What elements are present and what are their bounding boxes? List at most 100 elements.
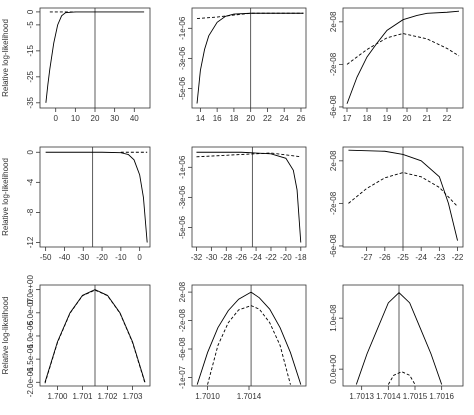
curve [348,149,458,241]
curve [196,151,302,243]
plot-frame [191,284,307,387]
plot-frame [191,146,307,248]
y-tick-label: -1.0e-06 [26,321,35,351]
x-tick-label: -22 [265,253,277,262]
x-tick-label: -22 [452,253,464,262]
curve [44,289,146,384]
y-tick-label: -6e-08 [329,95,338,119]
x-tick-label: -24 [250,253,262,262]
y-tick-label: -12 [26,236,35,248]
y-tick-label: -35 [26,96,35,108]
y-tick-label: 2e-08 [329,11,338,32]
y-tick-label: -8 [26,208,35,216]
x-tick-label: 20 [246,114,255,123]
x-tick-label: -50 [40,253,52,262]
x-tick-label: -26 [379,253,391,262]
x-tick-label: -40 [59,253,71,262]
y-tick-label: -15 [26,45,35,57]
curve [346,10,460,104]
plot-frame [342,284,464,387]
y-axis-label: Relative log-likelihood [1,158,10,236]
y-tick-label: -6e-08 [178,337,187,361]
x-tick-label: 10 [71,114,80,123]
x-tick-label: -10 [115,253,127,262]
x-tick-label: 16 [213,114,222,123]
y-tick-label: -2e-08 [329,52,338,76]
y-tick-label: -1e-06 [178,16,187,40]
x-tick-label: 30 [110,114,119,123]
curve [45,151,148,243]
y-tick-label: 1.0e-08 [329,304,338,332]
x-tick-label: 22 [263,114,272,123]
curve [387,371,416,385]
x-tick-label: -30 [77,253,89,262]
y-tick-label: -5e-06 [178,215,187,239]
x-tick-label: 0 [137,253,142,262]
x-tick-label: 1.700 [47,392,68,401]
y-tick-label: -3e-06 [178,46,187,70]
y-tick-label: -3e-06 [178,185,187,209]
y-tick-label: 0 [26,9,35,14]
x-tick-label: 19 [383,114,392,123]
x-tick-label: -32 [191,253,203,262]
y-tick-label: -1.5e-06 [26,344,35,374]
x-tick-label: 1.7013 [349,392,374,401]
curve [196,12,304,19]
x-tick-label: 18 [229,114,238,123]
x-tick-label: -20 [96,253,108,262]
x-tick-label: 24 [280,114,289,123]
y-tick-label: -5e-06 [178,76,187,100]
y-tick-label: 0.0e+00 [26,275,35,305]
x-tick-label: -28 [220,253,232,262]
plot-frame [39,146,151,248]
x-tick-label: 22 [443,114,452,123]
y-tick-label: -25 [26,70,35,82]
x-tick-label: -20 [280,253,292,262]
x-tick-label: 1.702 [97,392,118,401]
x-tick-label: -23 [434,253,446,262]
x-tick-label: -25 [397,253,409,262]
x-tick-label: 14 [196,114,205,123]
y-axis-label: Relative log-likelihood [1,297,10,375]
x-tick-label: 1.701 [72,392,93,401]
x-tick-label: 17 [343,114,352,123]
y-tick-label: -2e-08 [178,308,187,332]
curve [196,152,301,158]
y-tick-label: 2e-08 [329,150,338,171]
x-tick-label: 40 [130,114,139,123]
y-axis-label: Relative log-likelihood [1,19,10,97]
x-tick-label: -24 [415,253,427,262]
y-tick-label: -2.0e-06 [26,367,35,397]
x-tick-label: 20 [91,114,100,123]
x-tick-label: 1.7016 [429,392,454,401]
x-tick-label: 18 [363,114,372,123]
y-tick-label: -2e-08 [329,191,338,215]
x-tick-label: 0 [53,114,58,123]
x-tick-label: -26 [235,253,247,262]
x-tick-label: 1.7010 [195,392,220,401]
y-tick-label: 2e-08 [178,281,187,302]
x-tick-label: -30 [206,253,218,262]
x-tick-label: 21 [423,114,432,123]
x-tick-label: 20 [403,114,412,123]
x-tick-label: -27 [361,253,373,262]
x-tick-label: 1.7014 [376,392,401,401]
x-tick-label: 1.703 [122,392,143,401]
curve [196,12,304,104]
curve [196,291,302,385]
y-tick-label: -5.0e-07 [26,297,35,327]
curve [207,305,291,385]
x-tick-label: 1.7014 [237,392,262,401]
x-tick-label: -18 [295,253,307,262]
curve [346,33,460,65]
x-tick-label: 26 [297,114,306,123]
y-tick-label: 0 [26,149,35,154]
y-tick-label: -5 [26,21,35,29]
y-tick-label: -1e-07 [178,365,187,389]
plot-frame [191,7,307,109]
y-tick-label: -4 [26,178,35,186]
y-tick-label: -6e-08 [329,234,338,258]
curve [355,292,443,385]
x-tick-label: 1.7015 [403,392,428,401]
